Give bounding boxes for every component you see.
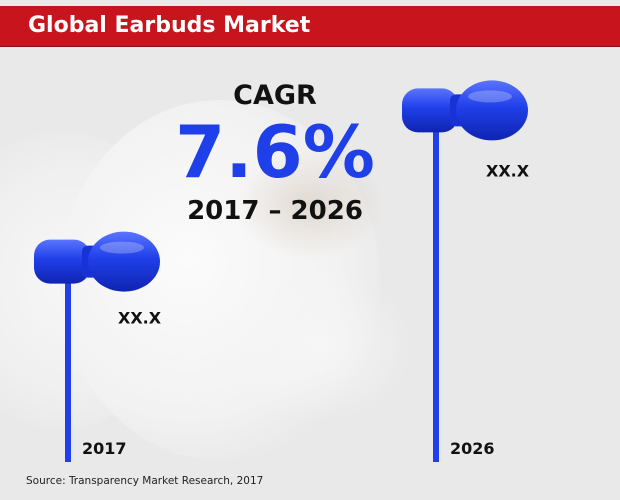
cagr-label: CAGR	[233, 80, 317, 111]
title-banner: Global Earbuds Market	[0, 6, 620, 47]
earbud-cable-2017	[65, 269, 71, 462]
earbud-tip-2017	[88, 231, 160, 292]
category-label-2017: 2017	[82, 439, 127, 458]
value-label-2026: XX.X	[486, 161, 530, 180]
source-note: Source: Transparency Market Research, 20…	[26, 475, 264, 487]
background-earbud-photo	[235, 150, 385, 260]
value-label-2017: XX.X	[118, 309, 162, 328]
earbud-housing-2017	[34, 239, 90, 284]
cagr-period: 2017 – 2026	[187, 196, 363, 226]
earbud-highlight-2026	[468, 90, 512, 103]
category-label-2026: 2026	[450, 439, 495, 458]
earbud-tip-2026	[456, 80, 528, 141]
earbud-highlight-2017	[100, 241, 144, 254]
cagr-value: 7.6%	[175, 110, 375, 194]
chart-title: Global Earbuds Market	[28, 13, 311, 38]
earbud-cable-2026	[433, 118, 439, 463]
background-finger-photo	[230, 270, 410, 420]
earbud-housing-2026	[402, 88, 458, 133]
